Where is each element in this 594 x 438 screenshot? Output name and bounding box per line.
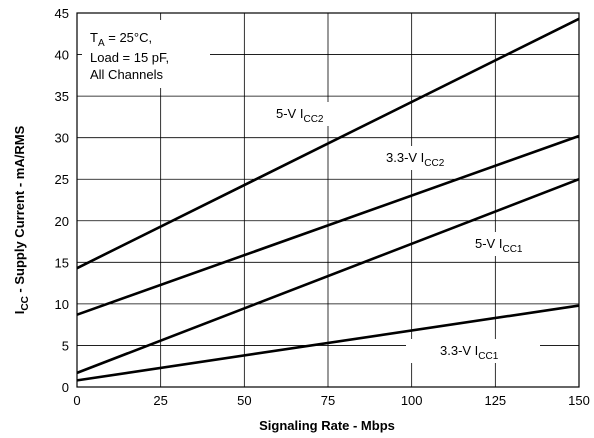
series-line-1 [76, 17, 580, 270]
conditions-note-line3: All Channels [90, 67, 163, 82]
x-tick-label: 0 [73, 393, 80, 408]
y-tick-label: 15 [55, 255, 69, 270]
series-label-3: 5-V ICC1 [475, 236, 523, 255]
y-tick-label: 0 [62, 380, 69, 395]
y-tick-label: 45 [55, 6, 69, 21]
x-tick-label: 100 [401, 393, 423, 408]
plot-frame [76, 12, 580, 388]
series-lines [76, 17, 580, 382]
conditions-note-line1: TA = 25°C, [90, 30, 152, 49]
conditions-note-background [82, 20, 210, 88]
series-line-4 [76, 304, 580, 382]
y-tick-label: 25 [55, 172, 69, 187]
y-tick-label: 5 [62, 338, 69, 353]
grid [77, 13, 579, 387]
series-label-4: 3.3-V ICC1 [440, 343, 499, 362]
series-label-bg-4 [406, 339, 540, 363]
conditions-note-line2: Load = 15 pF, [90, 50, 169, 65]
conditions-note: TA = 25°C, Load = 15 pF, All Channels [82, 20, 210, 88]
x-tick-label: 150 [568, 393, 590, 408]
x-tick-label: 25 [153, 393, 167, 408]
y-tick-label: 10 [55, 297, 69, 312]
series-label-bg-1 [271, 102, 343, 126]
series-label-1: 5-V ICC2 [276, 106, 324, 125]
axis-ticks: 0 25 50 75 100 125 150 0 5 10 15 20 25 30 35 40 45 [55, 6, 590, 408]
x-axis-title: Signaling Rate - Mbps [259, 418, 395, 433]
series-label-2: 3.3-V ICC2 [386, 150, 445, 169]
x-tick-label: 125 [484, 393, 506, 408]
series-labels: 5-V ICC2 3.3-V ICC2 5-V ICC1 3.3-V ICC1 [271, 102, 542, 363]
x-tick-label: 75 [321, 393, 335, 408]
y-tick-label: 20 [55, 214, 69, 229]
x-tick-label: 50 [237, 393, 251, 408]
series-line-3 [76, 178, 580, 375]
series-label-bg-2 [381, 146, 467, 170]
y-tick-label: 40 [55, 48, 69, 63]
series-line-2 [76, 134, 580, 316]
y-tick-label: 35 [55, 89, 69, 104]
y-tick-label: 30 [55, 131, 69, 146]
y-axis-title: ICC - Supply Current - mA/RMS [12, 125, 31, 314]
series-label-bg-3 [470, 232, 542, 256]
